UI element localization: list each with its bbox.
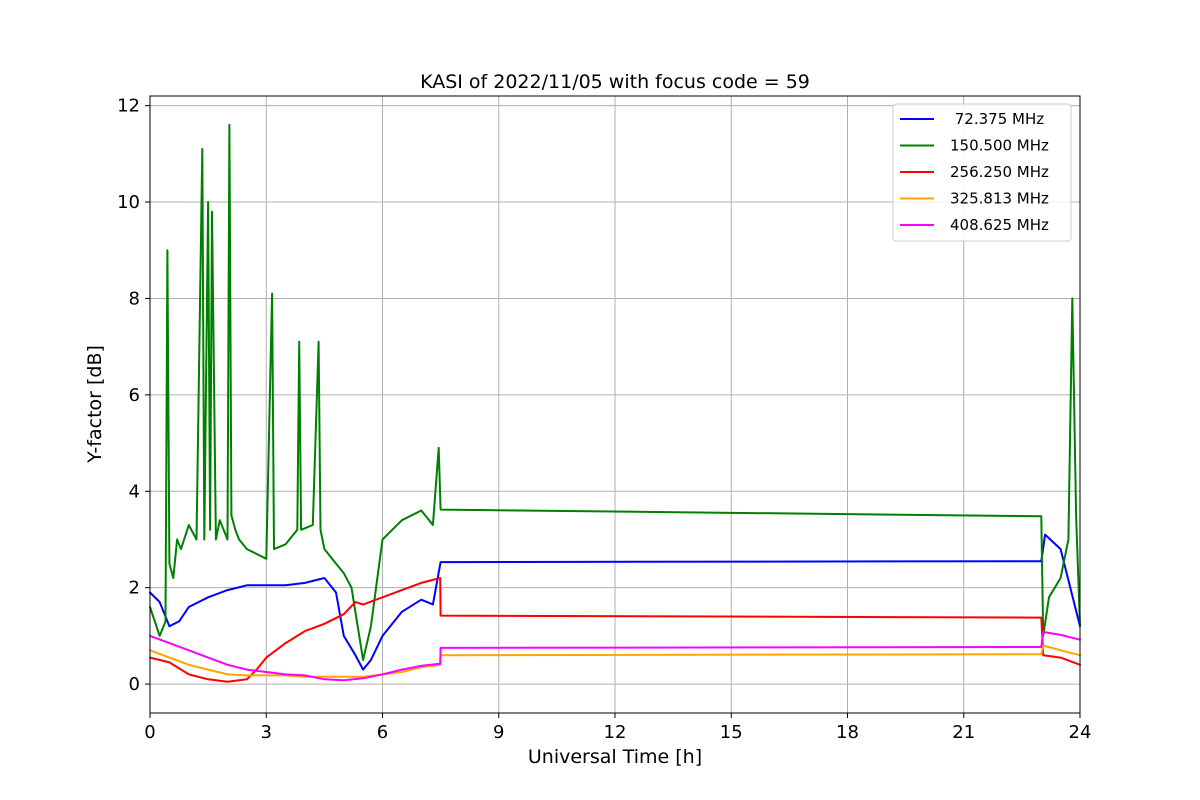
x-tick-label: 15: [720, 722, 743, 743]
legend-label-4: 408.625 MHz: [950, 216, 1049, 234]
y-tick-label: 10: [117, 192, 140, 213]
plot-area: [149, 123, 1081, 683]
series-line-3: [149, 644, 1081, 678]
series-line-2: [149, 577, 1081, 683]
x-axis-label: Universal Time [h]: [528, 746, 702, 768]
legend-label-2: 256.250 MHz: [950, 163, 1049, 181]
x-tick-label: 21: [952, 722, 975, 743]
legend-label-0: 72.375 MHz: [950, 110, 1044, 128]
y-tick-label: 4: [129, 481, 140, 502]
series-line-4: [149, 631, 1081, 682]
x-tick-label: 0: [144, 722, 155, 743]
y-tick-label: 8: [129, 288, 140, 309]
x-tick-label: 3: [261, 722, 272, 743]
series-line-0: [149, 533, 1081, 671]
x-tick-label: 9: [493, 722, 504, 743]
x-tick-label: 12: [604, 722, 627, 743]
series-line-1: [149, 123, 1081, 661]
y-tick-label: 12: [117, 96, 140, 117]
y-tick-label: 2: [129, 578, 140, 599]
legend-label-3: 325.813 MHz: [950, 190, 1049, 208]
legend-label-1: 150.500 MHz: [950, 137, 1049, 155]
chart-title: KASI of 2022/11/05 with focus code = 59: [420, 71, 810, 93]
x-tick-label: 24: [1069, 722, 1092, 743]
legend-box: [892, 103, 1072, 242]
y-axis-label: Y-factor [dB]: [84, 345, 106, 464]
y-tick-label: 6: [129, 385, 140, 406]
x-tick-label: 6: [377, 722, 388, 743]
x-tick-label: 18: [836, 722, 859, 743]
y-tick-label: 0: [129, 674, 140, 695]
legend: 72.375 MHz 150.500 MHz 256.250 MHz 325.813 …: [892, 103, 1072, 242]
